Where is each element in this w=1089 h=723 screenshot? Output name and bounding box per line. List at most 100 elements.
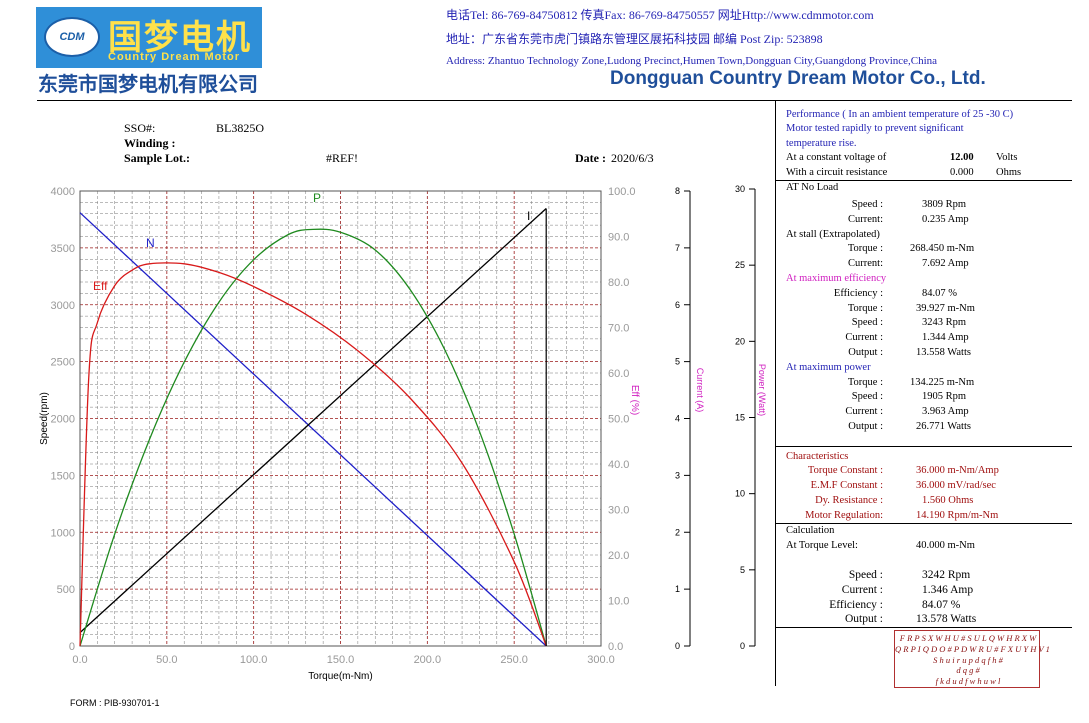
stall-title: At stall (Extrapolated) xyxy=(786,229,880,240)
voltage-value: 12.00 xyxy=(950,152,974,163)
current-tick-label: 7 xyxy=(675,243,680,253)
perf-divider-2 xyxy=(775,446,1072,447)
sso-label: SSO#: xyxy=(124,121,156,135)
perf-intro-2: Motor tested rapidly to prevent signific… xyxy=(786,123,964,134)
eff-tick-label: 50.0 xyxy=(608,414,629,426)
current-tick-label: 8 xyxy=(675,186,680,196)
max-power-speed-value: 1905 Rpm xyxy=(922,391,967,402)
series-eff-label: Eff xyxy=(93,279,108,293)
series-eff-line xyxy=(79,262,547,647)
legend-note-box: F R P S X W H U # S U L Q W H R X W Q R … xyxy=(894,630,1050,688)
panel-divider xyxy=(775,100,776,686)
power-tick-label: 10 xyxy=(735,489,745,499)
current-tick-label: 0 xyxy=(675,641,680,651)
stall-current-value: 7.692 Amp xyxy=(922,258,969,269)
logo-badge: CDM xyxy=(44,17,100,57)
contact-phone-line: 电话Tel: 86-769-84750812 传真Fax: 86-769-847… xyxy=(446,8,874,22)
series-p-label: P xyxy=(313,191,321,205)
form-number: FORM : PIB-930701-1 xyxy=(70,698,160,708)
logo-english-name: Country Dream Motor xyxy=(108,51,241,63)
series-n-label: N xyxy=(146,236,155,250)
characteristics-title: Characteristics xyxy=(786,451,849,462)
plot-frame xyxy=(79,190,602,647)
power-tick-label: 0 xyxy=(740,641,745,651)
eff-tick-label: 80.0 xyxy=(608,277,629,289)
perf-divider-4 xyxy=(775,627,1072,628)
max-eff-output-value: 13.558 Watts xyxy=(916,347,971,358)
series-n-line xyxy=(79,212,547,647)
company-logo: CDM 国梦电机 Country Dream Motor xyxy=(36,7,262,68)
power-tick-label: 30 xyxy=(735,184,745,194)
x-tick-label: 300.0 xyxy=(587,654,615,666)
speed-axis-title: Speed(rpm) xyxy=(39,392,50,445)
max-eff-current-value: 1.344 Amp xyxy=(922,332,969,343)
chart-axes xyxy=(79,188,756,647)
power-tick-label: 5 xyxy=(740,565,745,575)
eff-axis-title: Eff (%) xyxy=(629,385,640,415)
max-power-torque-value: 134.225 m-Nm xyxy=(910,377,975,388)
current-tick-label: 2 xyxy=(675,527,680,537)
calculation-title: Calculation xyxy=(786,525,835,536)
torque-constant-value: 36.000 m-Nm/Amp xyxy=(916,465,999,476)
voltage-unit: Volts xyxy=(996,152,1018,163)
eff-tick-label: 10.0 xyxy=(608,596,629,608)
eff-tick-label: 20.0 xyxy=(608,550,629,562)
max-power-output-label: Output : xyxy=(848,421,883,432)
dy-resistance-label: Dy. Resistance : xyxy=(815,495,883,506)
max-eff-speed-label: Speed : xyxy=(851,317,883,328)
max-power-speed-label: Speed : xyxy=(851,391,883,402)
perf-intro-3: temperature rise. xyxy=(786,138,857,149)
series-i-label: I xyxy=(527,209,530,223)
max-eff-title: At maximum efficiency xyxy=(786,273,887,284)
no-load-title: AT No Load xyxy=(786,182,839,193)
eff-tick-label: 40.0 xyxy=(608,459,629,471)
torque-level-label: At Torque Level: xyxy=(786,540,858,551)
power-tick-label: 25 xyxy=(735,260,745,270)
max-eff-output-label: Output : xyxy=(848,347,883,358)
x-tick-label: 50.0 xyxy=(156,654,177,666)
date-label: Date : xyxy=(575,151,606,165)
resistance-unit: Ohms xyxy=(996,167,1022,178)
x-tick-label: 0.0 xyxy=(72,654,87,666)
date-value: 2020/6/3 xyxy=(611,151,654,165)
calc-output-label: Output : xyxy=(844,613,883,625)
speed-tick-label: 500 xyxy=(57,584,75,596)
sso-value: BL3825O xyxy=(216,121,264,135)
max-eff-current-label: Current : xyxy=(845,332,883,343)
current-tick-label: 3 xyxy=(675,470,680,480)
eff-tick-label: 90.0 xyxy=(608,232,629,244)
current-tick-label: 5 xyxy=(675,357,680,367)
no-load-current-value: 0.235 Amp xyxy=(922,214,969,225)
dy-resistance-value: 1.560 Ohms xyxy=(922,495,974,506)
max-eff-torque-label: Torque : xyxy=(847,303,883,314)
stall-current-label: Current: xyxy=(848,258,883,269)
emf-constant-label: E.M.F Constant : xyxy=(810,480,883,491)
eff-tick-label: 30.0 xyxy=(608,505,629,517)
note-line-2: Q R P I Q D O # P D W R U # F X U Y H V … xyxy=(895,644,1050,654)
contact-address-en: Address: Zhantuo Technology Zone,Ludong … xyxy=(446,55,938,67)
max-power-current-value: 3.963 Amp xyxy=(922,406,969,417)
max-eff-eff-label: Efficiency : xyxy=(833,288,883,299)
torque-constant-label: Torque Constant : xyxy=(807,465,883,476)
current-tick-label: 4 xyxy=(675,414,680,424)
stall-torque-label: Torque : xyxy=(847,243,883,254)
max-eff-eff-value: 84.07 % xyxy=(922,288,957,299)
max-power-torque-label: Torque : xyxy=(847,377,883,388)
max-eff-torque-value: 39.927 m-Nm xyxy=(916,303,975,314)
eff-tick-label: 100.0 xyxy=(608,186,636,198)
motor-regulation-value: 14.190 Rpm/m-Nm xyxy=(916,510,999,521)
logo-badge-text: CDM xyxy=(59,31,85,43)
power-axis-title: Power (Watt) xyxy=(757,364,767,416)
power-tick-label: 15 xyxy=(735,413,745,423)
emf-constant-value: 36.000 mV/rad/sec xyxy=(916,480,996,491)
winding-label: Winding : xyxy=(124,136,176,150)
no-load-speed-value: 3809 Rpm xyxy=(922,199,967,210)
chart-series xyxy=(79,208,547,647)
chart-grid xyxy=(80,191,601,646)
x-tick-label: 150.0 xyxy=(327,654,355,666)
max-power-output-value: 26.771 Watts xyxy=(916,421,971,432)
note-line-5: f k d u d f w h u w l xyxy=(935,676,1001,686)
note-line-1: F R P S X W H U # S U L Q W H R X W xyxy=(899,633,1037,643)
power-tick-label: 20 xyxy=(735,336,745,346)
